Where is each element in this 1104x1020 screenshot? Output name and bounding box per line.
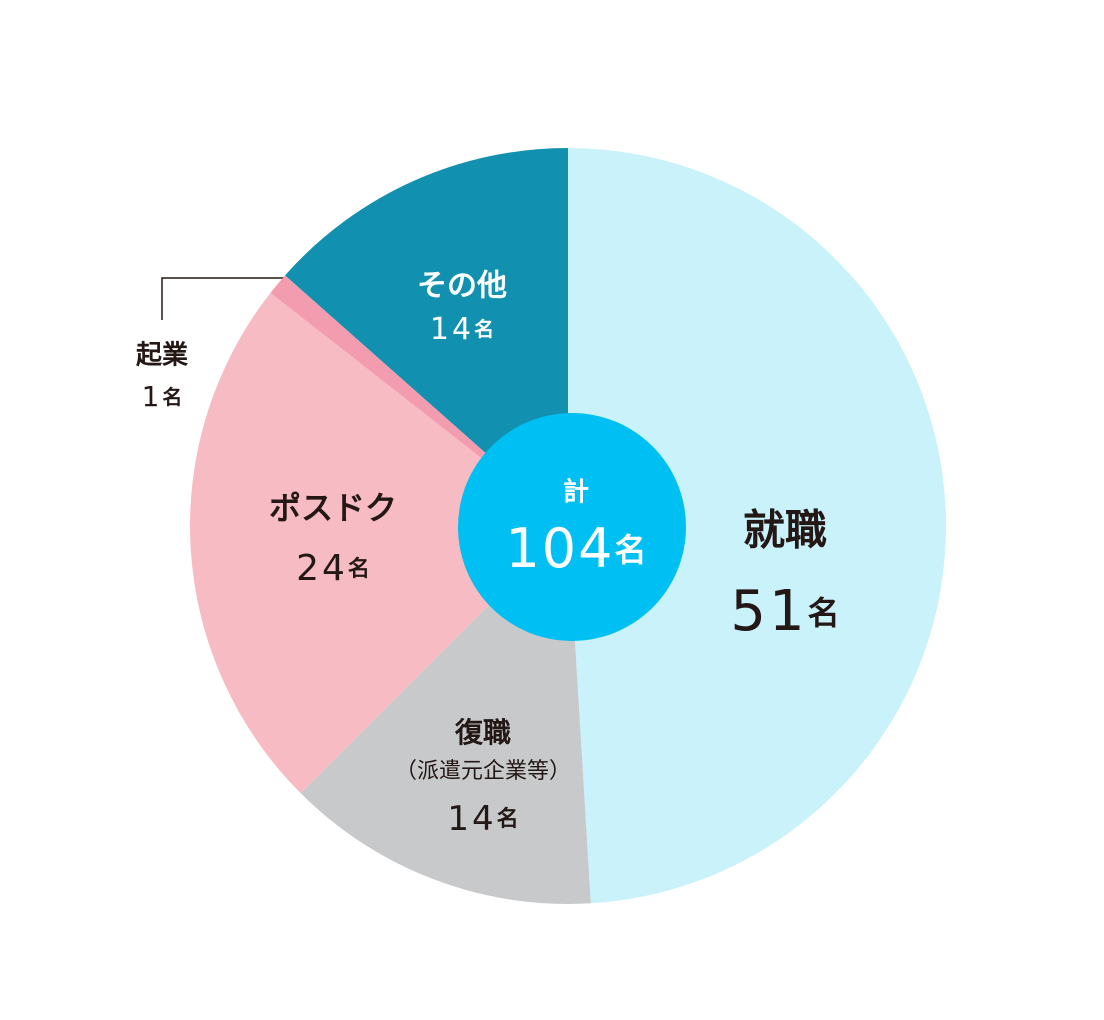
total-value: 104名: [505, 517, 646, 580]
value-number: 14: [430, 312, 474, 347]
pie-slice: [568, 148, 947, 904]
category-label: 起業: [136, 341, 188, 371]
category-label: 復職: [454, 716, 511, 749]
total-label: 計: [563, 477, 589, 508]
total-unit: 名: [615, 531, 647, 569]
value-label: 1名: [142, 380, 183, 413]
category-label: ポスドク: [269, 489, 397, 527]
value-unit: 名: [808, 594, 840, 632]
center-circle: [458, 413, 686, 641]
leader-line: [161, 277, 285, 320]
value-unit: 名: [348, 556, 370, 582]
pie-slice: [285, 148, 568, 526]
value-label: 14名: [430, 312, 494, 347]
value-label: 14名: [447, 799, 518, 839]
value-number: 1: [142, 380, 163, 413]
value-label: 51名: [730, 579, 839, 644]
category-label: その他: [417, 269, 507, 304]
category-note: （派遣元企業等）: [395, 759, 571, 784]
value-number: 51: [730, 579, 807, 644]
total-number: 104: [505, 517, 614, 580]
value-label: 24名: [296, 548, 370, 589]
pie-slice: [190, 292, 568, 794]
category-label: 就職: [743, 506, 827, 555]
value-unit: 名: [162, 385, 182, 409]
value-number: 14: [447, 799, 496, 839]
value-unit: 名: [497, 806, 519, 832]
value-number: 24: [296, 548, 348, 589]
value-unit: 名: [474, 317, 494, 341]
